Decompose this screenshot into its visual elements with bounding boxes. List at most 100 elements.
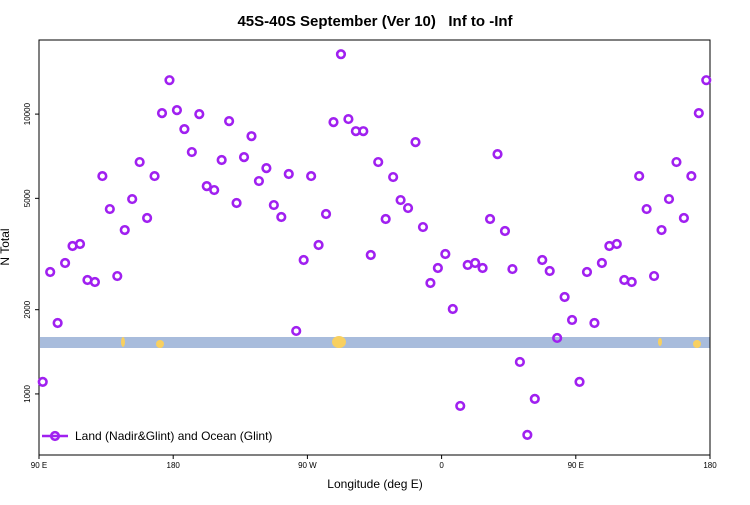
ocean-band [40, 337, 710, 348]
x-tick-label: 90 W [298, 461, 317, 470]
land-patch [121, 337, 125, 347]
point [574, 376, 585, 388]
point [626, 276, 637, 288]
x-tick-label: 0 [439, 461, 444, 470]
point [611, 238, 622, 250]
point [268, 199, 279, 211]
y-tick-label: 5000 [23, 189, 32, 207]
point [589, 317, 600, 329]
point [522, 429, 533, 440]
point [455, 400, 466, 412]
point [373, 156, 384, 168]
point [224, 116, 235, 127]
y-axis-label: N Total [0, 228, 12, 265]
point [52, 317, 63, 329]
point [276, 211, 287, 223]
point [514, 356, 525, 368]
point [179, 123, 190, 135]
point [432, 262, 443, 274]
point [686, 170, 697, 182]
point [246, 131, 257, 142]
point [417, 221, 429, 233]
point [671, 156, 682, 168]
y-tick-label: 1000 [23, 384, 32, 402]
point [216, 154, 227, 166]
point [127, 193, 138, 205]
x-axis-label: Longitude (deg E) [327, 477, 422, 491]
point [656, 224, 667, 236]
point [298, 254, 309, 266]
legend-label: Land (Nadir&Glint) and Ocean (Glint) [75, 429, 272, 443]
point [507, 263, 518, 275]
point [306, 170, 317, 182]
point [134, 156, 145, 168]
point [388, 171, 399, 183]
point [358, 126, 369, 137]
point [156, 108, 168, 119]
x-tick-label: 180 [703, 461, 717, 470]
legend-marker [49, 430, 61, 442]
point [142, 212, 153, 224]
x-tick-label: 90 E [31, 461, 47, 470]
plot-frame [38, 39, 711, 456]
point [253, 175, 265, 187]
point [701, 75, 712, 86]
point [380, 213, 391, 225]
point [641, 203, 652, 215]
point [201, 180, 212, 192]
point [104, 203, 115, 215]
point [291, 325, 302, 337]
point [410, 136, 421, 148]
point [566, 314, 578, 326]
point [492, 149, 503, 160]
point [499, 225, 511, 237]
point [238, 152, 250, 163]
point [74, 238, 86, 250]
point [634, 170, 645, 182]
point [477, 262, 488, 274]
point [119, 224, 130, 236]
land-ocean-strip [40, 336, 710, 348]
point [559, 291, 570, 303]
point [425, 277, 436, 289]
point [596, 257, 607, 269]
land-patch [693, 340, 701, 348]
point [447, 303, 458, 315]
point [335, 49, 347, 60]
point [678, 212, 690, 224]
point [149, 170, 160, 182]
point [440, 248, 451, 260]
point [537, 254, 548, 266]
land-patch [658, 338, 662, 346]
point [552, 332, 563, 344]
land-patch [332, 336, 346, 348]
point [470, 257, 481, 269]
point [365, 249, 376, 261]
y-tick-label: 10000 [23, 102, 32, 125]
x-tick-label: 90 E [568, 461, 584, 470]
point [343, 113, 354, 125]
point [402, 202, 414, 214]
point [529, 393, 540, 404]
point [209, 184, 220, 196]
point [395, 194, 406, 206]
point [663, 193, 675, 205]
point [313, 239, 324, 251]
point [320, 208, 332, 220]
point [544, 265, 555, 277]
point [693, 108, 704, 119]
point [231, 197, 242, 209]
point [261, 163, 272, 174]
point [164, 75, 175, 86]
point [194, 109, 205, 120]
land-patch [156, 340, 164, 348]
point [283, 168, 294, 180]
point [648, 270, 660, 282]
point [171, 105, 183, 116]
x-tick-label: 180 [167, 461, 181, 470]
point [186, 146, 197, 158]
point [581, 266, 593, 278]
point [59, 257, 71, 269]
